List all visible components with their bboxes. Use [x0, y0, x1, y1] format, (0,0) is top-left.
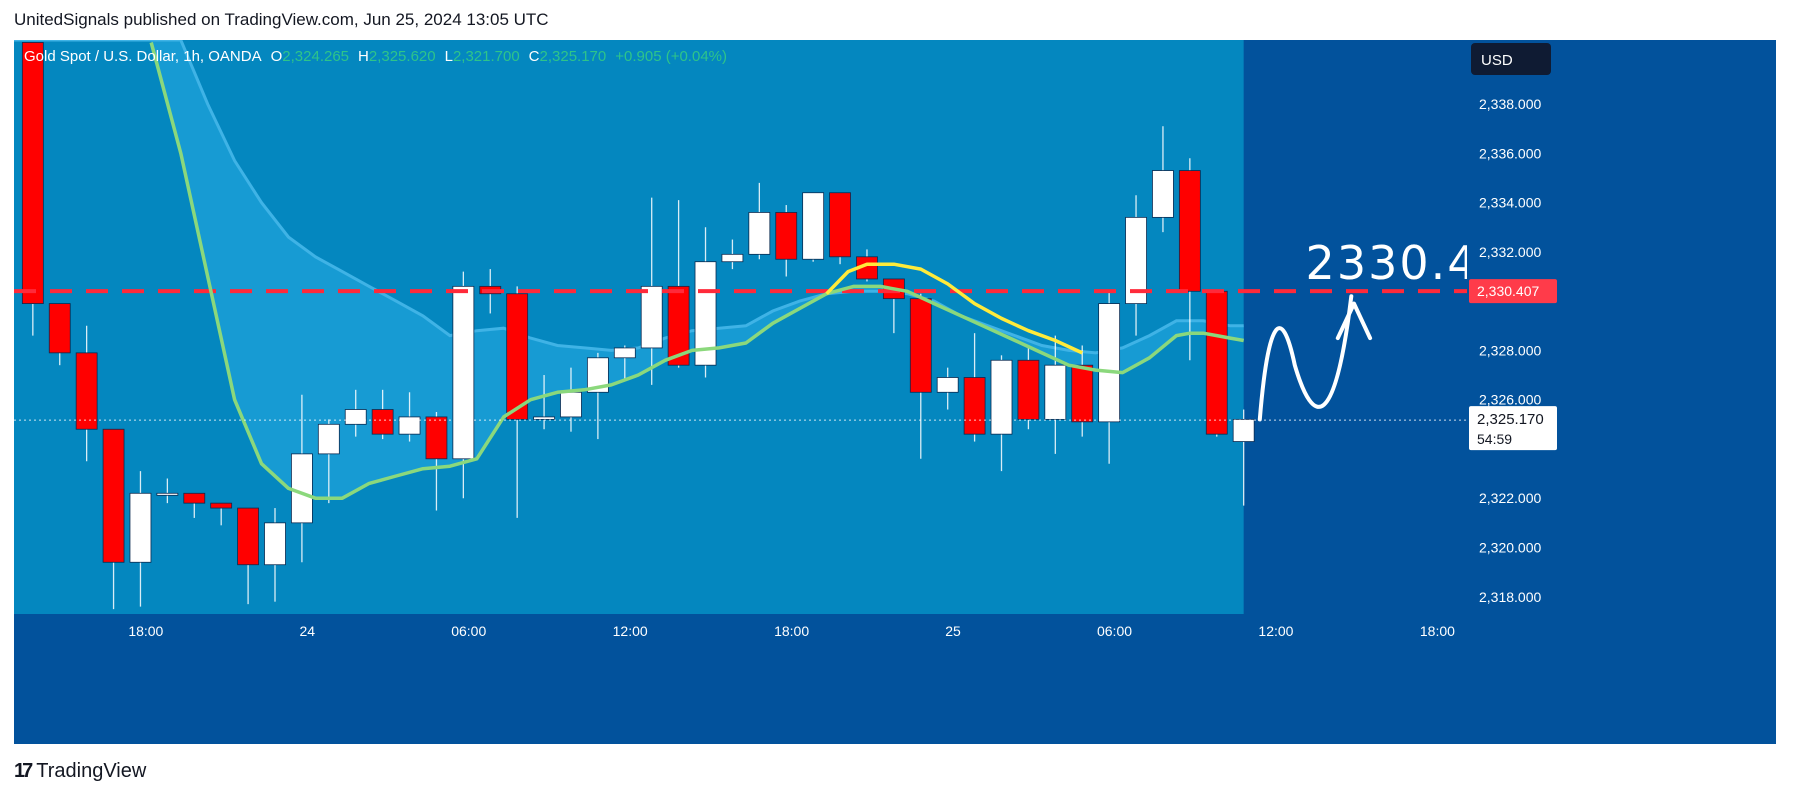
candle[interactable] [425, 416, 448, 460]
footer: 17 TradingView [14, 760, 146, 783]
y-tick-label: 2,326.000 [1479, 392, 1541, 408]
legend-low-label: L [445, 48, 453, 65]
candle[interactable] [1152, 170, 1174, 218]
legend-change: +0.905 (+0.04%) [615, 48, 727, 65]
legend-high: 2,325.620 [369, 48, 436, 65]
chart-frame[interactable]: 2330.4 2,318.000 2,320.000 2,322.000 2,326.… [14, 40, 1776, 744]
y-tick-label: 2,322.000 [1479, 490, 1541, 506]
y-tick-label: 2,328.000 [1479, 342, 1541, 358]
legend-open: 2,324.265 [282, 48, 349, 65]
currency-label: USD [1481, 52, 1513, 69]
candle[interactable] [1071, 364, 1094, 423]
candle[interactable] [694, 261, 717, 366]
x-tick-label: 25 [945, 623, 961, 639]
candle[interactable] [613, 347, 636, 359]
candle[interactable] [936, 377, 959, 393]
ma-slow-line [149, 42, 1245, 500]
candle[interactable] [156, 492, 179, 496]
candle[interactable] [1017, 359, 1040, 420]
price-chart[interactable]: 2330.4 2,318.000 2,320.000 2,322.000 2,326.… [14, 40, 1776, 744]
x-tick-label: 18:00 [774, 623, 809, 639]
forecast-wave [1257, 294, 1354, 422]
level-price-tag [1469, 279, 1557, 304]
currency-badge[interactable] [1471, 43, 1551, 75]
forecast-arrowhead-icon [1335, 301, 1373, 341]
upper-band-area [14, 40, 1244, 499]
candle[interactable] [667, 285, 690, 366]
candle[interactable] [721, 253, 744, 263]
candle[interactable] [1205, 290, 1228, 435]
y-tick-label: 2,334.000 [1479, 195, 1541, 211]
candle[interactable] [317, 423, 340, 455]
candle[interactable] [829, 192, 851, 258]
candle[interactable] [990, 359, 1013, 435]
y-tick-label: 2,336.000 [1479, 145, 1541, 161]
candle[interactable] [506, 293, 529, 420]
candle[interactable] [102, 428, 125, 563]
candle[interactable] [237, 507, 259, 566]
x-tick-label: 12:00 [613, 623, 648, 639]
legend-close: 2,325.170 [540, 48, 607, 65]
candle[interactable] [21, 42, 44, 304]
y-tick-label: 2,318.000 [1479, 589, 1541, 605]
legend-open-label: O [271, 48, 283, 65]
x-tick-label: 18:00 [1420, 623, 1455, 639]
target-annotation: 2330.4 [1306, 236, 1479, 290]
candle[interactable] [533, 416, 555, 420]
candle[interactable] [963, 377, 986, 435]
candle[interactable] [398, 416, 421, 435]
legend-low: 2,321.700 [453, 48, 520, 65]
level-price-label: 2,330.407 [1477, 283, 1539, 299]
y-tick-label: 2,338.000 [1479, 96, 1541, 112]
y-tick-label: 2,320.000 [1479, 539, 1541, 555]
x-tick-label: 06:00 [1097, 623, 1132, 639]
candle[interactable] [1044, 364, 1067, 420]
candle[interactable] [1125, 216, 1147, 304]
candle[interactable] [640, 285, 663, 349]
legend-close-label: C [529, 48, 540, 65]
bar-countdown: 54:59 [1477, 431, 1512, 447]
publish-line: UnitedSignals published on TradingView.c… [14, 10, 549, 29]
candle[interactable] [560, 391, 582, 418]
footer-brand: TradingView [36, 760, 147, 782]
candle[interactable] [264, 522, 286, 566]
candle[interactable] [210, 502, 233, 509]
x-tick-label: 24 [300, 623, 316, 639]
y-tick-label: 2,332.000 [1479, 244, 1541, 260]
candle[interactable] [371, 409, 394, 435]
tradingview-logo-icon: 17 [14, 760, 33, 782]
candle[interactable] [344, 409, 367, 425]
legend-symbol: Gold Spot / U.S. Dollar, 1h, OANDA [24, 48, 262, 65]
candle[interactable] [183, 492, 206, 504]
x-tick-label: 06:00 [451, 623, 486, 639]
chart-legend: Gold Spot / U.S. Dollar, 1h, OANDA O2,324… [24, 48, 727, 65]
x-tick-label: 12:00 [1258, 623, 1293, 639]
candle[interactable] [586, 357, 609, 393]
candle[interactable] [75, 352, 98, 430]
candle[interactable] [748, 212, 771, 255]
candle[interactable] [48, 303, 71, 354]
candle[interactable] [1178, 170, 1201, 292]
candle[interactable] [802, 192, 825, 260]
time-axis-panel [14, 614, 1776, 744]
last-price-label: 2,325.170 [1477, 411, 1544, 428]
candle[interactable] [1232, 418, 1255, 442]
ma-fast-line [825, 262, 1083, 355]
candle[interactable] [291, 453, 313, 524]
x-tick-label: 18:00 [128, 623, 163, 639]
candle[interactable] [1098, 303, 1121, 423]
candle[interactable] [452, 285, 475, 460]
legend-high-label: H [358, 48, 369, 65]
candle[interactable] [909, 298, 932, 393]
last-price-tag [1469, 406, 1557, 451]
candle[interactable] [775, 212, 798, 260]
candle[interactable] [129, 492, 152, 563]
